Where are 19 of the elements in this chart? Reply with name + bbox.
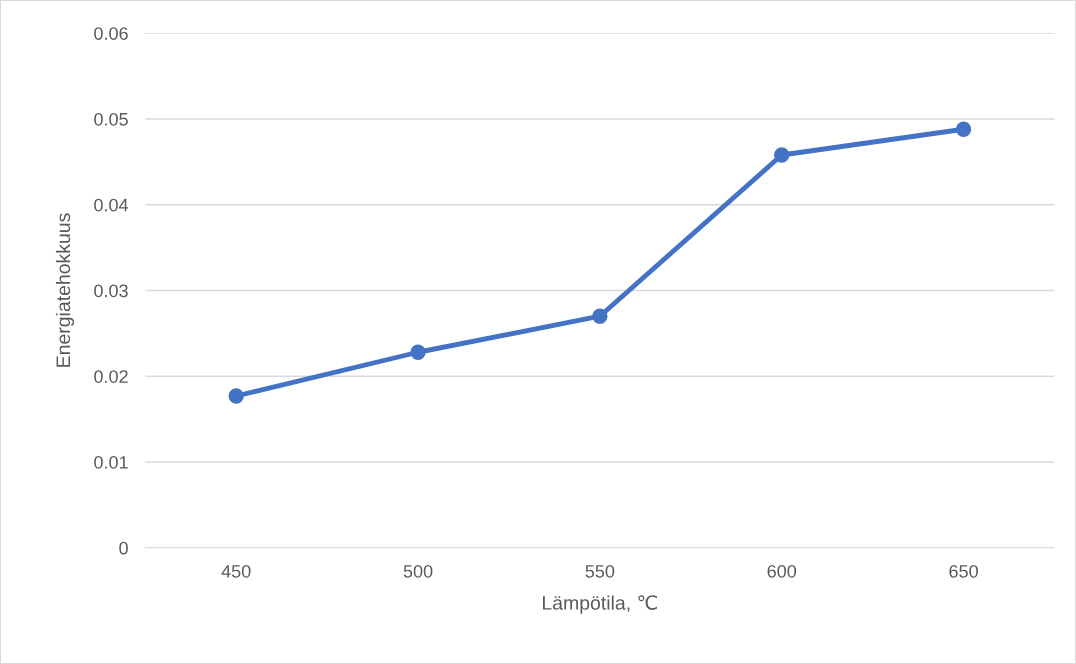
y-axis-title: Energiatehokkuus [55, 213, 75, 367]
y-tick-label: 0.04 [94, 198, 129, 212]
y-tick-label: 0.02 [94, 370, 128, 383]
x-tick-label: 450 [221, 564, 251, 578]
x-axis-title: Lämpötila, ℃ [542, 595, 657, 614]
x-tick-label: 550 [585, 564, 615, 578]
x-tick-label: 600 [767, 564, 797, 578]
point [410, 344, 426, 360]
y-tick-label: 0.05 [94, 112, 128, 126]
x-tick-label: 500 [403, 564, 433, 578]
y-tick-label: 0.03 [94, 284, 128, 298]
y-tick-label: 0.01 [94, 455, 128, 469]
x-tick-label: 650 [949, 564, 978, 578]
y-tick-label: 0.06 [94, 27, 128, 40]
point [592, 308, 608, 324]
y-tick-label: 0 [119, 541, 128, 555]
point [774, 147, 790, 163]
point [955, 121, 972, 137]
point [228, 388, 244, 404]
